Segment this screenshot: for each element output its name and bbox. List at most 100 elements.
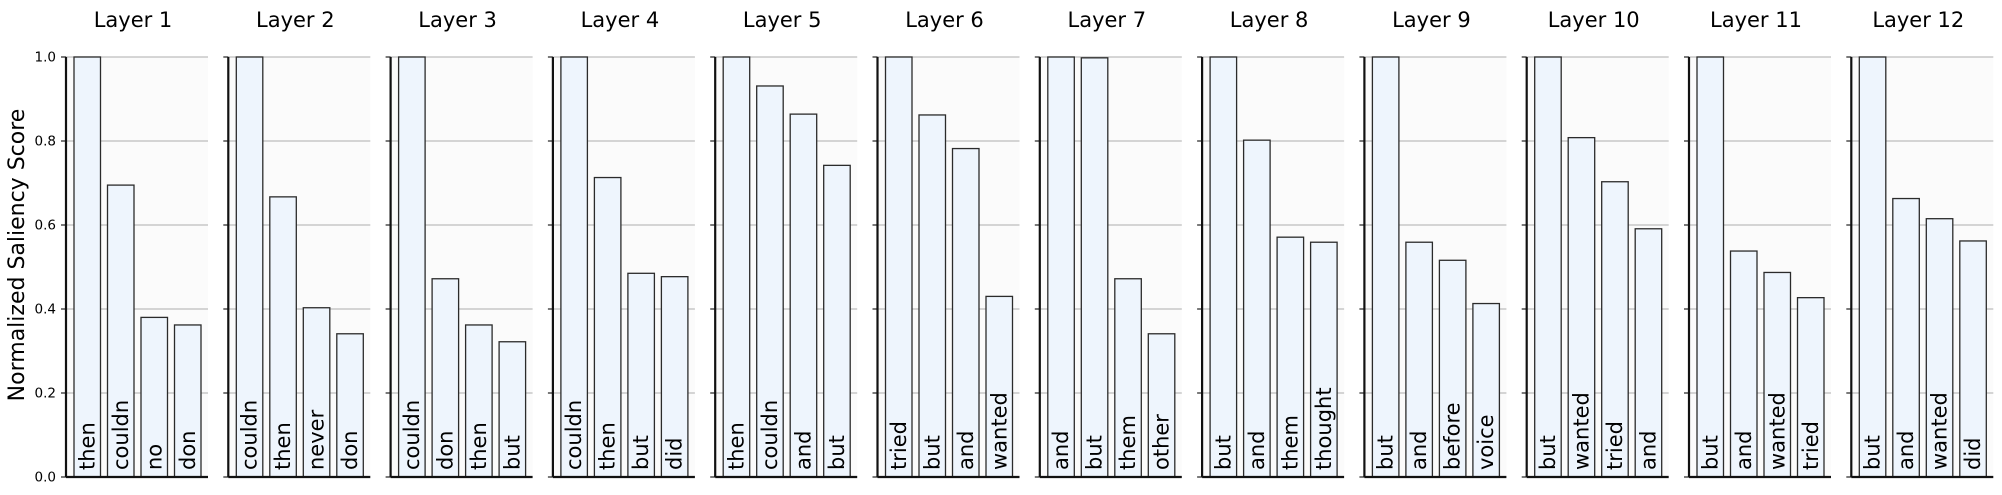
panel-layer-11: Layer 11 but and wanted tried [1684, 8, 1831, 479]
bar-label: but [1698, 435, 1722, 470]
panel-layer-9: Layer 9 but and before voice [1359, 8, 1507, 479]
bar [823, 164, 851, 478]
panel-layer-8: Layer 8 but and them thought [1197, 8, 1345, 479]
bar-label: and [1732, 430, 1756, 470]
bar-label: then [724, 422, 748, 470]
panel-title: Layer 6 [905, 8, 984, 32]
bar [1209, 56, 1238, 478]
panel-layer-12: Layer 12 but and wanted did [1846, 8, 1994, 479]
bar-label: voice [1474, 414, 1498, 470]
panel-title: Layer 12 [1872, 8, 1964, 32]
panel-layer-7: Layer 7 and but them other [1034, 8, 1182, 479]
bar-label: did [663, 438, 687, 471]
bar-label: but [1374, 435, 1398, 470]
bar [560, 56, 589, 478]
bar [1601, 181, 1629, 478]
bar [431, 278, 460, 478]
bar-label: don [433, 431, 457, 471]
bar [464, 324, 493, 478]
bar [1242, 139, 1271, 478]
bar [1567, 136, 1596, 478]
bar-label: but [1211, 435, 1235, 470]
panel-title: Layer 8 [1230, 8, 1309, 32]
bar [722, 56, 751, 478]
panel-title: Layer 5 [743, 8, 822, 32]
panel-layer-6: Layer 6 tried but and wanted [872, 8, 1020, 479]
bar [1371, 56, 1400, 478]
bar [1080, 57, 1109, 478]
panel-layer-10: Layer 10 but wanted tried and [1521, 8, 1669, 479]
bar-label: couldn [758, 400, 782, 470]
bar-label: tried [887, 421, 911, 470]
bar [73, 56, 102, 478]
bar-label: and [1407, 430, 1431, 470]
bar-label: wanted [1928, 392, 1952, 470]
bar-label: and [1636, 430, 1660, 470]
bar-label: but [1861, 435, 1885, 470]
bar-label: don [176, 431, 200, 471]
bar-label: and [1894, 430, 1918, 470]
bar-label: and [791, 430, 815, 470]
bar-label: don [338, 431, 362, 471]
bar-label: thought [1312, 387, 1336, 470]
y-axis-label: Normalized Saliency Score [5, 109, 30, 402]
bar [1534, 56, 1562, 478]
bar [884, 56, 913, 478]
bar [1634, 228, 1663, 478]
bar [1959, 240, 1987, 478]
bar [173, 324, 202, 478]
panel-layer-2: Layer 2 couldn then never don [223, 8, 371, 479]
bar [1925, 218, 1954, 478]
bar-label: tried [1799, 421, 1823, 470]
panel-title: Layer 11 [1710, 8, 1802, 32]
bar [985, 295, 1014, 478]
panel-title: Layer 4 [581, 8, 660, 32]
bar [1047, 56, 1075, 478]
bar-label: but [629, 435, 653, 470]
bar-label: did [1961, 438, 1985, 471]
bar-label: wanted [1765, 392, 1789, 470]
bar-label: tried [1603, 421, 1627, 470]
bar [1796, 297, 1825, 478]
bar-label: them [1278, 415, 1302, 470]
bar [302, 307, 331, 478]
bar-label: then [271, 422, 295, 470]
bar-label: then [596, 422, 620, 470]
panel-title: Layer 9 [1392, 8, 1471, 32]
y-tick-label: 0.2 [35, 386, 56, 402]
y-tick-label: 0.0 [35, 470, 56, 486]
bar-label: couldn [109, 400, 133, 470]
bar-label: then [75, 422, 99, 470]
bar-label: wanted [987, 392, 1011, 470]
bar-label: couldn [562, 400, 586, 470]
panel-title: Layer 1 [94, 8, 173, 32]
bar [140, 316, 169, 478]
bar [1858, 56, 1887, 478]
bar-label: before [1441, 402, 1465, 470]
bar-label: but [500, 435, 524, 470]
y-tick-label: 0.6 [35, 218, 56, 234]
bar-label: them [1116, 415, 1140, 470]
bar-label: couldn [238, 400, 262, 470]
bar [1114, 278, 1142, 478]
bar [1438, 259, 1467, 478]
bar [397, 56, 426, 478]
bar [918, 114, 947, 478]
bar [789, 113, 818, 478]
bar-label: then [467, 422, 491, 470]
y-tick-label: 1.0 [35, 50, 56, 66]
bar-label: wanted [1569, 392, 1593, 470]
bar [1405, 241, 1434, 478]
panel-title: Layer 3 [418, 8, 497, 32]
panel-layer-1: 0.0 0.2 0.4 0.6 0.8 1.0 Layer 1 then couldn no don [35, 8, 208, 486]
y-tick-label: 0.4 [35, 302, 56, 318]
bar-label: but [1083, 435, 1107, 470]
bar-label: other [1150, 414, 1174, 470]
bar-label: and [1245, 430, 1269, 470]
bar-label: couldn [400, 400, 424, 470]
bar [235, 56, 264, 478]
bar [1729, 250, 1758, 478]
bar [1147, 333, 1176, 478]
